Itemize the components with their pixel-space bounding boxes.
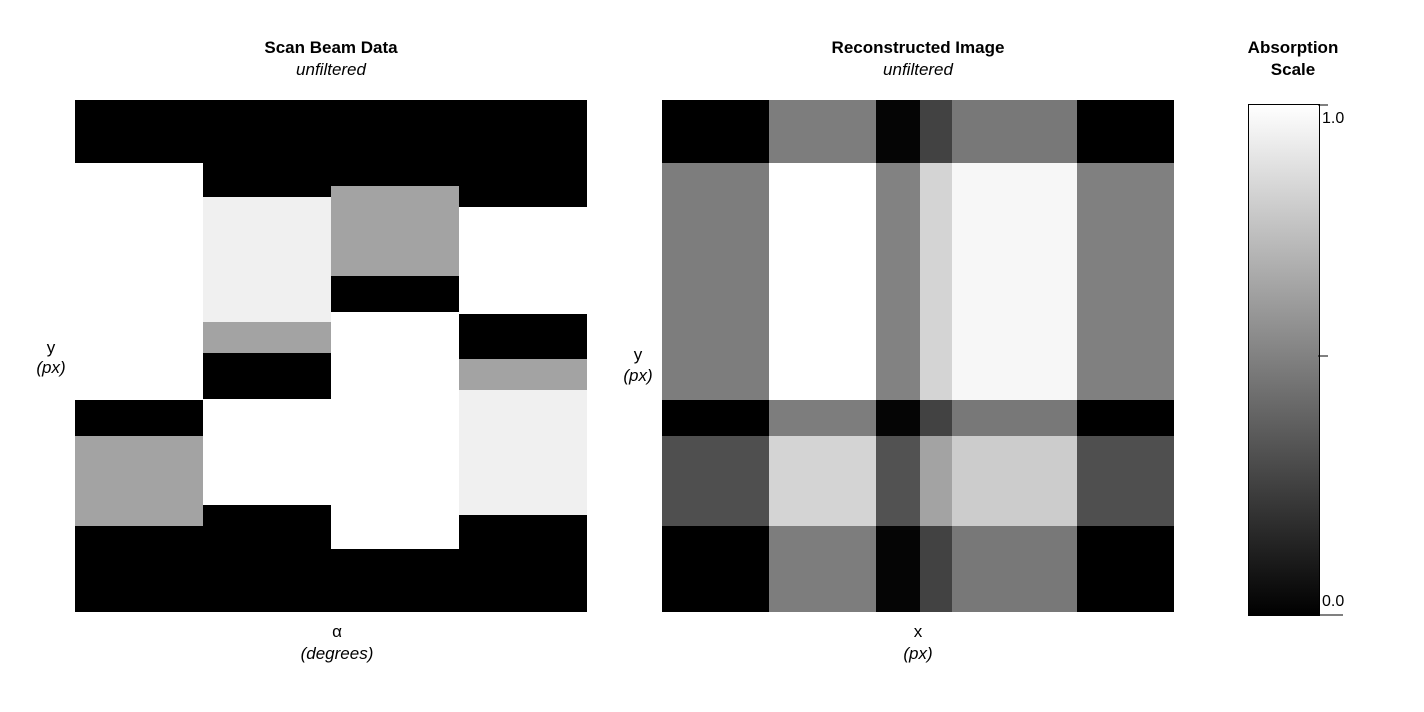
scan-beam-x-axis-label: α xyxy=(332,622,342,641)
colorbar-max-label: 1.0 xyxy=(1322,110,1345,127)
sinogram-cell-2-4 xyxy=(331,549,459,612)
sinogram-cell-1-0 xyxy=(203,100,331,197)
sinogram-cell-0-0 xyxy=(75,100,203,163)
colorbar-min-label: 0.0 xyxy=(1322,593,1345,610)
reconstruction-cell-4-4 xyxy=(952,526,1077,612)
reconstruction-cell-1-5 xyxy=(1077,163,1174,400)
colorbar-title-line2: Scale xyxy=(1270,60,1316,79)
reconstruction-cell-0-4 xyxy=(952,100,1077,163)
reconstruction-title: Reconstructed Image xyxy=(831,38,1005,57)
reconstruction-cell-0-5 xyxy=(1077,100,1174,163)
reconstruction-cell-3-0 xyxy=(662,436,769,526)
sinogram-cell-1-2 xyxy=(203,322,331,353)
reconstruction-cell-3-2 xyxy=(876,436,920,526)
sinogram-cell-0-2 xyxy=(75,400,203,436)
scan-beam-subtitle: unfiltered xyxy=(296,60,366,79)
colorbar-title-line1: Absorption xyxy=(1247,38,1339,57)
sinogram-cell-1-5 xyxy=(203,505,331,612)
scan-beam-heatmap xyxy=(75,100,587,612)
colorbar-gradient xyxy=(1248,104,1320,616)
reconstruction-y-axis-unit: (px) xyxy=(623,366,653,385)
sinogram-cell-2-3 xyxy=(331,312,459,549)
sinogram-cell-0-1 xyxy=(75,163,203,400)
reconstruction-cell-0-1 xyxy=(769,100,876,163)
reconstruction-cell-2-4 xyxy=(952,400,1077,436)
reconstruction-x-axis-unit: (px) xyxy=(903,644,933,663)
sinogram-cell-0-4 xyxy=(75,526,203,612)
sinogram-cell-3-2 xyxy=(459,314,587,359)
scan-beam-x-axis-unit: (degrees) xyxy=(300,644,374,663)
sinogram-cell-3-3 xyxy=(459,359,587,390)
reconstruction-cell-2-1 xyxy=(769,400,876,436)
sinogram-cell-3-1 xyxy=(459,207,587,314)
sinogram-cell-0-3 xyxy=(75,436,203,526)
reconstruction-cell-3-4 xyxy=(952,436,1077,526)
sinogram-cell-3-4 xyxy=(459,390,587,515)
scan-beam-title: Scan Beam Data xyxy=(264,38,398,57)
reconstruction-cell-1-2 xyxy=(876,163,920,400)
sinogram-cell-2-0 xyxy=(331,100,459,186)
reconstruction-cell-4-1 xyxy=(769,526,876,612)
reconstruction-cell-1-4 xyxy=(952,163,1077,400)
reconstruction-cell-3-1 xyxy=(769,436,876,526)
sinogram-cell-1-4 xyxy=(203,399,331,505)
reconstruction-x-axis-label: x xyxy=(913,622,923,641)
reconstruction-cell-0-2 xyxy=(876,100,920,163)
sinogram-cell-2-2 xyxy=(331,276,459,312)
reconstruction-subtitle: unfiltered xyxy=(883,60,953,79)
reconstruction-cell-0-3 xyxy=(920,100,952,163)
reconstruction-cell-3-3 xyxy=(920,436,952,526)
scan-beam-y-axis-unit: (px) xyxy=(36,358,66,377)
sinogram-cell-3-0 xyxy=(459,100,587,207)
reconstruction-cell-4-5 xyxy=(1077,526,1174,612)
sinogram-cell-1-3 xyxy=(203,353,331,399)
reconstruction-cell-2-0 xyxy=(662,400,769,436)
reconstruction-cell-2-5 xyxy=(1077,400,1174,436)
sinogram-cell-1-1 xyxy=(203,197,331,322)
reconstruction-cell-4-0 xyxy=(662,526,769,612)
sinogram-cell-3-5 xyxy=(459,515,587,612)
reconstruction-cell-4-3 xyxy=(920,526,952,612)
reconstruction-cell-1-1 xyxy=(769,163,876,400)
scan-beam-y-axis-label: y xyxy=(46,338,56,357)
reconstruction-cell-4-2 xyxy=(876,526,920,612)
reconstruction-cell-1-0 xyxy=(662,163,769,400)
reconstruction-cell-2-2 xyxy=(876,400,920,436)
colorbar-ticks xyxy=(1318,104,1343,616)
reconstruction-cell-3-5 xyxy=(1077,436,1174,526)
reconstruction-heatmap xyxy=(662,100,1174,612)
sinogram-cell-2-1 xyxy=(331,186,459,276)
reconstruction-cell-1-3 xyxy=(920,163,952,400)
reconstruction-cell-0-0 xyxy=(662,100,769,163)
reconstruction-y-axis-label: y xyxy=(633,345,643,364)
reconstruction-cell-2-3 xyxy=(920,400,952,436)
